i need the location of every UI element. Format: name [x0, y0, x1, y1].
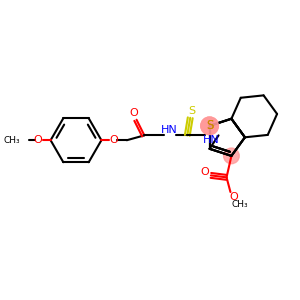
Text: HN: HN [161, 125, 178, 136]
Text: O: O [229, 192, 238, 202]
Text: O: O [201, 167, 209, 178]
Text: S: S [206, 119, 213, 132]
Text: HN: HN [203, 135, 220, 145]
Text: CH₃: CH₃ [232, 200, 248, 209]
Text: CH₃: CH₃ [4, 136, 20, 145]
Circle shape [201, 117, 218, 135]
Text: O: O [34, 135, 42, 145]
Text: S: S [206, 119, 213, 132]
Circle shape [224, 148, 239, 164]
Circle shape [201, 117, 218, 135]
Text: O: O [129, 108, 138, 118]
Text: O: O [110, 135, 118, 145]
Text: S: S [189, 106, 196, 116]
